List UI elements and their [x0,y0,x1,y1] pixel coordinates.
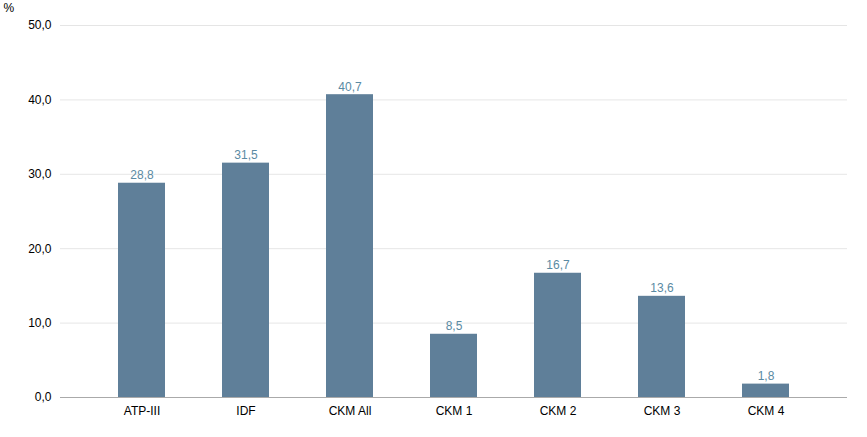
svg-text:10,0: 10,0 [28,316,52,330]
svg-text:%: % [4,1,15,15]
svg-text:CKM 3: CKM 3 [644,404,681,418]
svg-text:CKM 2: CKM 2 [540,404,577,418]
svg-text:40,7: 40,7 [338,80,362,94]
svg-text:30,0: 30,0 [28,167,52,181]
svg-text:CKM 4: CKM 4 [748,404,785,418]
svg-text:50,0: 50,0 [28,18,52,32]
svg-text:20,0: 20,0 [28,242,52,256]
svg-text:CKM All: CKM All [329,404,372,418]
svg-text:16,7: 16,7 [546,258,570,272]
svg-text:28,8: 28,8 [130,168,154,182]
svg-text:ATP-III: ATP-III [124,404,160,418]
svg-text:1,8: 1,8 [758,369,775,383]
svg-text:IDF: IDF [236,404,255,418]
svg-text:8,5: 8,5 [446,319,463,333]
svg-text:CKM 1: CKM 1 [436,404,473,418]
svg-text:0,0: 0,0 [35,390,52,404]
svg-text:40,0: 40,0 [28,93,52,107]
svg-text:13,6: 13,6 [650,281,674,295]
svg-text:31,5: 31,5 [234,148,258,162]
